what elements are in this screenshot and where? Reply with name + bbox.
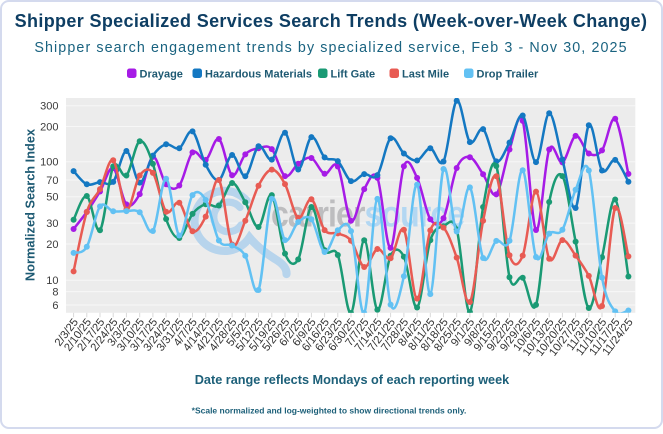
svg-text:6: 6 [52,300,58,312]
svg-text:30: 30 [46,218,58,230]
svg-text:Shipper Specialized Services S: Shipper Specialized Services Search Tren… [15,11,648,31]
svg-text:10: 10 [46,275,58,287]
svg-text:Lift Gate: Lift Gate [331,69,376,81]
svg-text:50: 50 [46,192,58,204]
svg-text:Drop Trailer: Drop Trailer [477,69,539,81]
svg-text:Last Mile: Last Mile [402,69,449,81]
svg-text:Date range reflects Mondays of: Date range reflects Mondays of each repo… [195,373,510,387]
svg-text:100: 100 [40,157,58,169]
svg-text:300: 300 [40,101,58,113]
svg-text:8: 8 [52,286,58,298]
svg-text:70: 70 [46,175,58,187]
svg-text:*Scale normalized and log-weig: *Scale normalized and log-weighted to sh… [192,406,467,416]
svg-text:Hazardous Materials: Hazardous Materials [205,69,312,81]
svg-text:Shipper search engagement tren: Shipper search engagement trends by spec… [34,40,627,56]
svg-text:20: 20 [46,239,58,251]
svg-text:Drayage: Drayage [140,69,183,81]
svg-text:200: 200 [40,121,58,133]
svg-text:Normalized Search Index: Normalized Search Index [23,128,38,281]
